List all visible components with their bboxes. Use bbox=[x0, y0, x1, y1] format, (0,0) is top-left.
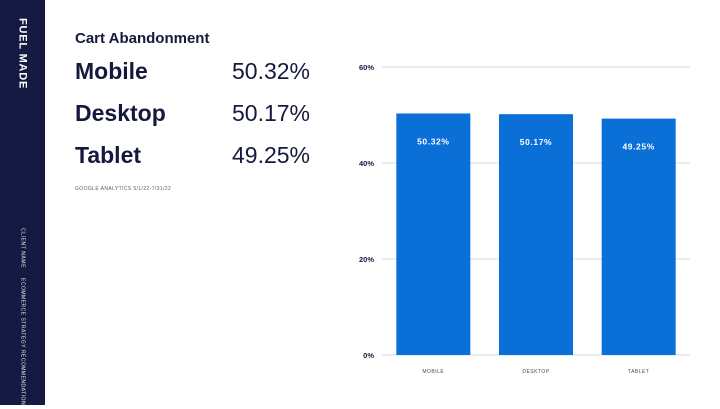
stat-row-mobile: Mobile 50.32% bbox=[75, 58, 310, 100]
bar bbox=[396, 113, 471, 355]
stat-label: Mobile bbox=[75, 58, 148, 84]
client-name-label: CLIENT NAME bbox=[19, 228, 26, 269]
x-tick-label: MOBILE bbox=[422, 369, 444, 375]
data-source-note: GOOGLE ANALYTICS 5/1/22-7/31/22 bbox=[75, 186, 172, 192]
page-title: Cart Abandonment bbox=[75, 30, 210, 47]
bar bbox=[499, 114, 573, 356]
stat-row-tablet: Tablet 49.25% bbox=[75, 142, 310, 184]
x-tick-label: TABLET bbox=[628, 369, 650, 375]
data-label: 49.25% bbox=[622, 142, 654, 152]
y-tick-label: 60% bbox=[359, 63, 374, 72]
stat-value: 50.32% bbox=[231, 58, 310, 84]
bar bbox=[601, 118, 676, 355]
deck-title-label: ECOMMERCE STRATEGY RECOMMENDATIONS bbox=[19, 278, 26, 409]
stat-value: 50.17% bbox=[231, 100, 310, 126]
brand-logo-text: FUEL MADE bbox=[16, 18, 29, 90]
sidebar: FUEL MADE CLIENT NAME ECOMMERCE STRATEGY… bbox=[0, 0, 45, 409]
stat-value: 49.25% bbox=[231, 142, 310, 168]
stat-label: Tablet bbox=[75, 142, 142, 168]
y-tick-label: 0% bbox=[363, 351, 374, 360]
y-tick-label: 20% bbox=[359, 255, 374, 264]
stat-row-desktop: Desktop 50.17% bbox=[75, 100, 310, 142]
data-label: 50.17% bbox=[520, 137, 552, 147]
bar-chart: 0% 20% 40% 60% 50.32% MOBILE 50.17% DESKTOP 49.2… bbox=[359, 63, 690, 375]
data-label: 50.32% bbox=[417, 136, 449, 146]
x-tick-label: DESKTOP bbox=[522, 369, 549, 375]
stat-label: Desktop bbox=[75, 100, 166, 126]
y-tick-label: 40% bbox=[359, 159, 374, 168]
stats-list: Mobile 50.32% Desktop 50.17% Tablet 49.2… bbox=[75, 58, 310, 184]
